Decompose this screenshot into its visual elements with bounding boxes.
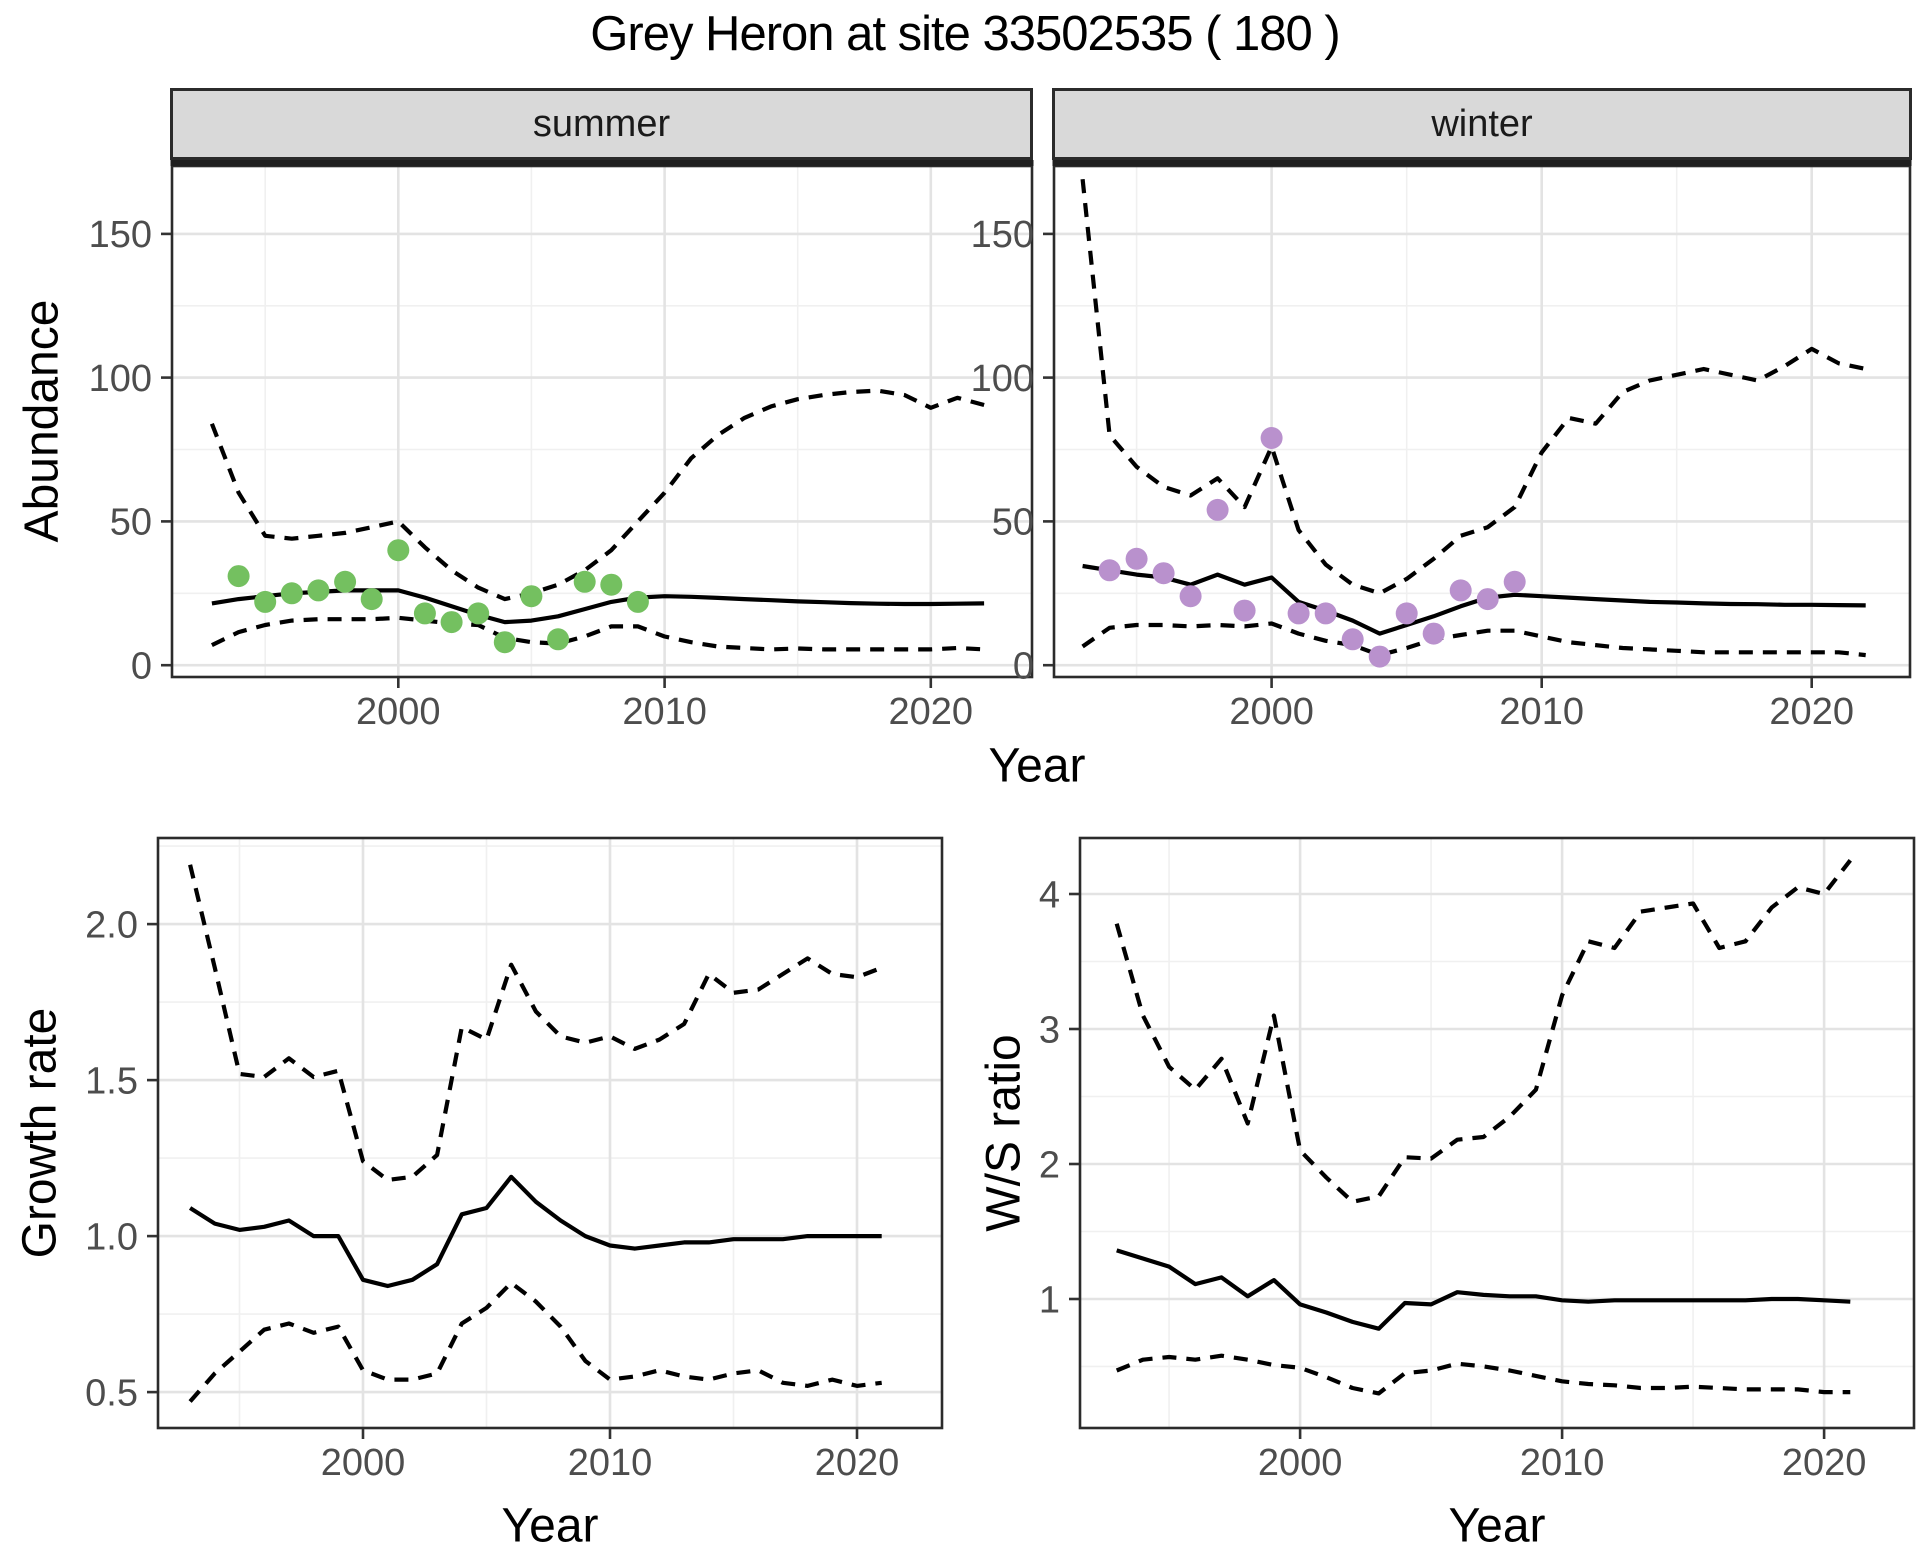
x-tick-label: 2010 (1499, 691, 1584, 733)
facet-strip-winter: winter (1052, 88, 1912, 160)
data-point (387, 539, 410, 562)
facet-strip-summer: summer (170, 88, 1033, 160)
axis-ticks: 2000 2010 2020 1 2 3 4 (1039, 874, 1867, 1484)
data-point (227, 565, 250, 588)
panel-background (158, 838, 942, 1428)
series-median_fit (188, 1174, 882, 1289)
observed-summer-counts (227, 539, 649, 654)
series-lower_95ci (188, 1280, 882, 1403)
observed-winter-counts (1098, 427, 1526, 668)
axis-ticks: 2000 2010 2020 0.5 1.0 1.5 2.0 (85, 904, 899, 1484)
series-upper_95ci (1080, 178, 1867, 596)
y-tick-label: 1 (1039, 1279, 1060, 1321)
data-point (1179, 585, 1202, 608)
data-point (1449, 579, 1472, 602)
series-median_fit (1082, 563, 1866, 636)
y-tick-label: 150 (971, 214, 1034, 256)
axis-ticks: 2000 2010 2020 0 50 100 150 (971, 214, 1854, 733)
data-point (1476, 588, 1499, 611)
y-tick-label: 100 (971, 358, 1034, 400)
panel-border (1078, 836, 1916, 1430)
panel-background (1080, 838, 1914, 1428)
y-tick-label: 0.5 (85, 1372, 138, 1414)
y-tick-label: 1.0 (85, 1216, 138, 1258)
data-point (626, 590, 649, 613)
x-axis-title-year-top: Year (988, 739, 1086, 793)
x-tick-label: 2000 (1229, 691, 1314, 733)
axis-ticks: 2000 2010 2020 0 50 100 150 (89, 214, 973, 733)
x-tick-label: 2000 (356, 691, 441, 733)
x-tick-label: 2000 (1258, 1442, 1343, 1484)
series-lower_95ci (1115, 1353, 1851, 1396)
data-point (413, 602, 436, 625)
x-tick-label: 2010 (1520, 1442, 1605, 1484)
data-point (254, 590, 277, 613)
data-point (573, 570, 596, 593)
y-tick-label: 0 (131, 646, 152, 688)
data-point (334, 570, 357, 593)
facet-strip-summer-label: summer (532, 102, 671, 145)
series-lines (1080, 178, 1867, 658)
data-point (1287, 602, 1310, 625)
data-point (1260, 427, 1283, 449)
data-point (547, 628, 570, 651)
panel-growth: 2000 2010 2020 0.5 1.0 1.5 2.0 (85, 836, 944, 1484)
series-upper_95ci (209, 388, 985, 602)
y-tick-label: 4 (1039, 874, 1060, 916)
data-point (1368, 645, 1391, 668)
panel-border (156, 836, 944, 1430)
x-axis-title-year-growth: Year (501, 1499, 599, 1553)
x-tick-label: 2020 (1782, 1442, 1867, 1484)
data-point (1314, 602, 1337, 625)
x-tick-label: 2000 (321, 1442, 406, 1484)
data-point (280, 582, 303, 605)
x-tick-label: 2010 (622, 691, 707, 733)
data-point (360, 588, 383, 611)
x-tick-label: 2010 (568, 1442, 653, 1484)
x-tick-label: 2020 (889, 691, 974, 733)
y-tick-label: 50 (992, 502, 1034, 544)
facet-strip-winter-label: winter (1431, 102, 1533, 145)
series-upper_95ci (188, 864, 883, 1183)
data-point (1206, 498, 1229, 521)
y-tick-label: 1.5 (85, 1060, 138, 1102)
data-point (467, 602, 490, 625)
x-axis-title-year-ws: Year (1448, 1499, 1546, 1553)
y-tick-label: 2 (1039, 1144, 1060, 1186)
y-tick-label: 150 (89, 214, 152, 256)
y-tick-label: 100 (89, 358, 152, 400)
data-point (493, 631, 516, 654)
chart-title: Grey Heron at site 33502535 ( 180 ) (590, 7, 1340, 61)
data-point (307, 579, 330, 602)
data-point (1503, 570, 1526, 593)
series-lower_95ci (210, 615, 985, 652)
panel-winter: 2000 2010 2020 0 50 100 150 (971, 160, 1912, 733)
data-point (1233, 599, 1256, 622)
series-median_fit (1116, 1248, 1851, 1331)
series-lines (188, 864, 883, 1403)
gridlines (158, 838, 942, 1428)
series-lines (1114, 859, 1852, 1396)
x-tick-label: 2020 (815, 1442, 900, 1484)
data-point (1395, 602, 1418, 625)
y-tick-label: 0 (1013, 646, 1034, 688)
data-point (520, 585, 543, 608)
data-point (1098, 559, 1121, 582)
panel-summer: 2000 2010 2020 0 50 100 150 (89, 160, 1034, 733)
x-tick-label: 2020 (1769, 691, 1854, 733)
data-point (440, 611, 463, 634)
y-tick-label: 50 (110, 502, 152, 544)
data-point (1422, 622, 1445, 645)
panel-background (172, 166, 1032, 677)
data-point (600, 573, 623, 596)
y-tick-label: 2.0 (85, 904, 138, 946)
panel-ws: 2000 2010 2020 1 2 3 4 (1039, 836, 1916, 1484)
data-point (1125, 547, 1148, 570)
y-tick-label: 3 (1039, 1009, 1060, 1051)
data-point (1152, 562, 1175, 585)
data-point (1341, 628, 1364, 651)
series-upper_95ci (1114, 859, 1852, 1204)
